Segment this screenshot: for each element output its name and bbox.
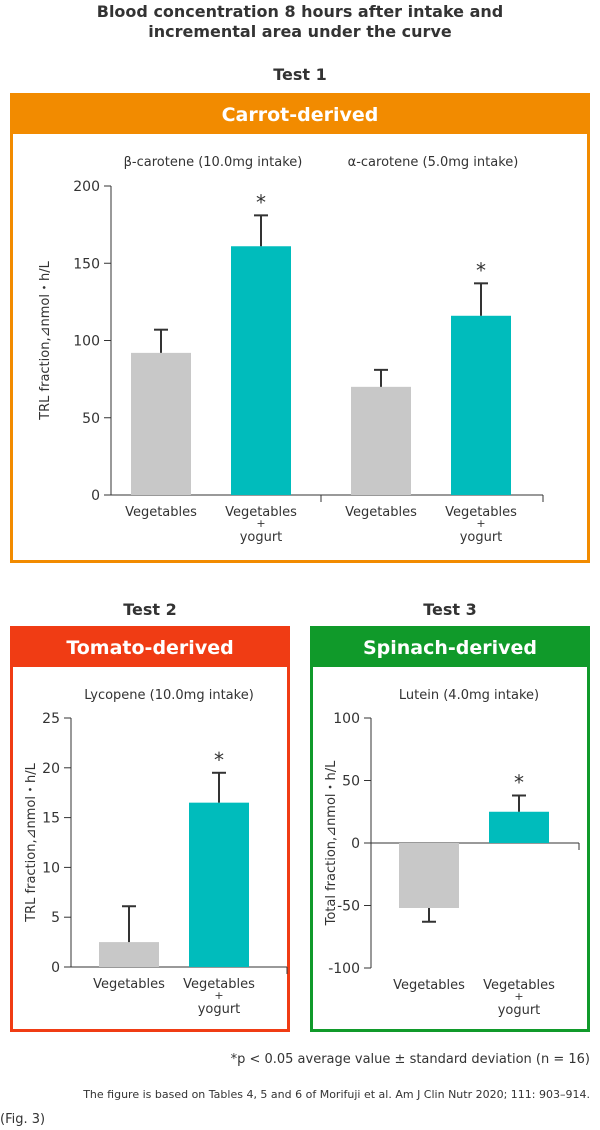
bar-vegetables <box>99 942 159 967</box>
bar-vegetables <box>399 843 459 908</box>
significance-asterisk: * <box>214 748 224 772</box>
carrot-panel-header: Carrot-derived <box>13 96 587 134</box>
spinach-panel-header: Spinach-derived <box>313 629 587 667</box>
y-tick-label: 0 <box>51 960 60 976</box>
x-category-label-plus: + <box>476 517 485 530</box>
x-category-label-yogurt: yogurt <box>498 1003 541 1018</box>
bar-vegetables-yogurt <box>489 811 549 843</box>
test3-label: Test 3 <box>423 600 477 619</box>
x-category-label-yogurt: yogurt <box>240 530 283 545</box>
y-tick-label: 25 <box>42 711 60 727</box>
tomato-chart: 0 5 10 15 20 25 TRL fraction,⊿nmol・h/L Lycopene… <box>24 688 288 1017</box>
x-category-label-plus: + <box>214 989 223 1002</box>
bar-vegetables-yogurt <box>189 802 249 967</box>
y-tick-label: 10 <box>42 860 60 876</box>
y-axis-title: TRL fraction,⊿nmol・h/L <box>24 762 39 922</box>
x-category-label-yogurt: yogurt <box>460 530 503 545</box>
group-title: β-carotene (10.0mg intake) <box>124 155 303 170</box>
y-tick-label: 20 <box>42 761 60 777</box>
y-axis-title: Total fraction,⊿nmol・h/L <box>324 760 339 927</box>
x-category-label: Vegetables <box>93 977 165 992</box>
y-tick-label: -50 <box>337 899 360 915</box>
test1-label: Test 1 <box>273 65 327 84</box>
bar-vegetables <box>131 352 191 495</box>
y-tick-label: 100 <box>333 711 360 727</box>
spinach-chart: -100 -50 0 50 100 Total fraction,⊿nmol・h/L Lut… <box>324 688 580 1018</box>
y-tick-label: 150 <box>73 256 100 272</box>
figure-number: (Fig. 3) <box>0 1112 46 1127</box>
y-tick-label: 100 <box>73 334 100 350</box>
figure-title: Blood concentration 8 hours after intake… <box>0 2 600 42</box>
y-tick-label: 5 <box>51 910 60 926</box>
y-axis-title: TRL fraction,⊿nmol・h/L <box>38 260 53 420</box>
x-category-label: Vegetables <box>483 978 555 993</box>
x-category-label: Vegetables <box>225 505 297 520</box>
tomato-panel-header: Tomato-derived <box>13 629 287 667</box>
x-category-label: Vegetables <box>345 505 417 520</box>
group-title: Lycopene (10.0mg intake) <box>84 688 254 703</box>
carrot-panel: Carrot-derived 0 50 100 150 200 TRL fraction,… <box>10 93 590 563</box>
bar-vegetables-yogurt <box>231 246 291 495</box>
y-tick-label: 200 <box>73 179 100 195</box>
y-tick-label: -100 <box>328 961 360 977</box>
x-category-label: Vegetables <box>445 505 517 520</box>
y-tick-label: 50 <box>342 774 360 790</box>
figure-title-line2: incremental area under the curve <box>148 22 452 41</box>
x-category-label-yogurt: yogurt <box>198 1002 241 1017</box>
significance-asterisk: * <box>256 190 266 214</box>
significance-footnote: *p < 0.05 average value ± standard devia… <box>230 1052 590 1067</box>
test2-label: Test 2 <box>123 600 177 619</box>
y-tick-label: 0 <box>351 836 360 852</box>
y-tick-label: 0 <box>91 488 100 504</box>
x-category-label-plus: + <box>256 517 265 530</box>
figure-title-line1: Blood concentration 8 hours after intake… <box>96 2 504 21</box>
bar-vegetables-yogurt <box>451 315 511 495</box>
group-title: Lutein (4.0mg intake) <box>399 688 539 703</box>
y-tick-label: 15 <box>42 811 60 827</box>
tomato-panel: Tomato-derived 0 5 10 15 20 25 TRL fraction,⊿n… <box>10 626 290 1032</box>
x-category-label: Vegetables <box>125 505 197 520</box>
spinach-panel: Spinach-derived -100 -50 0 50 100 Total fract… <box>310 626 590 1032</box>
significance-asterisk: * <box>476 258 486 282</box>
bar-vegetables <box>351 386 411 495</box>
x-category-label: Vegetables <box>183 977 255 992</box>
carrot-chart: 0 50 100 150 200 TRL fraction,⊿nmol・h/L β-caro… <box>38 155 544 545</box>
group-title: α-carotene (5.0mg intake) <box>348 155 519 170</box>
source-footnote: The figure is based on Tables 4, 5 and 6… <box>83 1088 590 1101</box>
y-tick-label: 50 <box>82 411 100 427</box>
x-category-label-plus: + <box>514 990 523 1003</box>
significance-asterisk: * <box>514 771 524 795</box>
x-category-label: Vegetables <box>393 978 465 993</box>
